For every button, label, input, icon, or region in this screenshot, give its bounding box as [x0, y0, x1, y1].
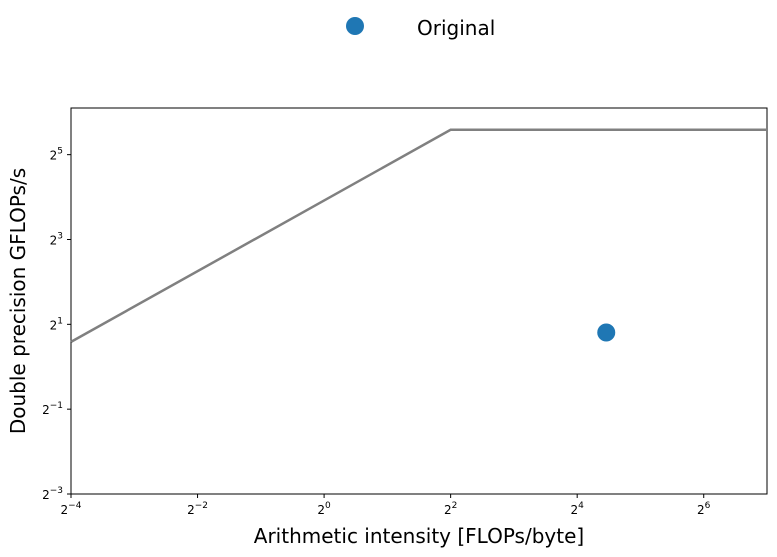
y-tick-label: 21 [50, 316, 63, 332]
x-axis-ticks: 2−4 2−2 20 22 24 26 [61, 494, 711, 517]
y-axis-ticks: 2−3 2−1 21 23 25 [42, 147, 71, 502]
y-tick-label: 23 [50, 231, 63, 247]
x-axis-label: Arithmetic intensity [FLOPs/byte] [254, 524, 584, 548]
y-tick-label: 2−3 [42, 486, 63, 502]
roofline-layer [70, 128, 767, 343]
y-tick-label: 25 [50, 147, 63, 163]
legend-label-original: Original [417, 16, 495, 40]
y-axis-label: Double precision GFLOPs/s [6, 168, 30, 434]
x-tick-label: 22 [444, 501, 457, 517]
data-points [597, 323, 616, 342]
y-tick-label: 2−1 [42, 401, 63, 417]
legend-marker-original [346, 17, 364, 35]
x-tick-label: 24 [570, 501, 584, 517]
x-tick-label: 20 [317, 501, 331, 517]
plot-area [70, 107, 768, 495]
roofline-line [70, 128, 767, 343]
legend: Original [346, 16, 495, 40]
x-tick-label: 2−2 [187, 501, 208, 517]
x-tick-label: 26 [697, 501, 711, 517]
x-tick-label: 2−4 [61, 501, 82, 517]
data-point-0-0 [597, 323, 616, 342]
